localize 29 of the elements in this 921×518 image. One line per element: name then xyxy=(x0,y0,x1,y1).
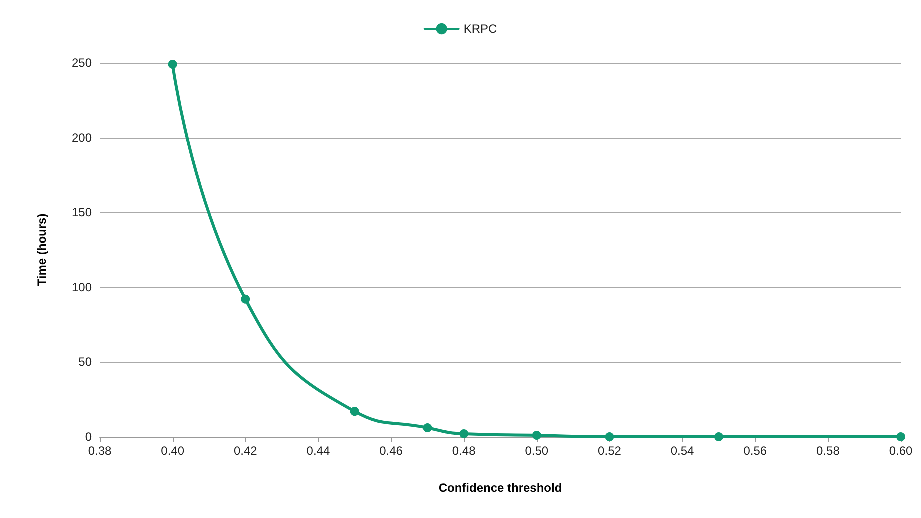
point xyxy=(241,294,250,304)
x-tick-label: 0.56 xyxy=(744,444,768,458)
legend-label: KRPC xyxy=(464,22,498,36)
y-tick-label: 200 xyxy=(72,130,92,145)
y-tick-label: 100 xyxy=(72,280,92,294)
y-axis-title: Time (hours) xyxy=(35,214,49,286)
x-tick-label: 0.44 xyxy=(306,444,330,458)
x-tick-label: 0.54 xyxy=(670,444,695,458)
point xyxy=(168,60,178,69)
x-tick-label: 0.42 xyxy=(234,444,258,458)
x-tick-label: 0.50 xyxy=(525,444,549,458)
x-tick-label: 0.46 xyxy=(380,444,404,458)
y-tick-label: 0 xyxy=(85,430,92,444)
point xyxy=(605,432,614,442)
y-tick-label: 250 xyxy=(72,56,92,70)
point xyxy=(460,430,469,439)
point xyxy=(423,424,432,433)
x-tick-label: 0.38 xyxy=(88,444,112,458)
x-tick-label: 0.48 xyxy=(452,444,476,458)
x-tick-label: 0.60 xyxy=(889,444,913,458)
y-tick-label: 50 xyxy=(78,355,92,370)
x-axis-title: Confidence threshold xyxy=(438,481,562,495)
point xyxy=(714,432,724,442)
point xyxy=(532,431,542,440)
point xyxy=(350,407,360,416)
x-tick-label: 0.52 xyxy=(598,444,622,458)
x-tick-label: 0.58 xyxy=(816,444,840,458)
x-tick-label: 0.40 xyxy=(161,444,185,458)
y-tick-label: 150 xyxy=(72,206,92,220)
